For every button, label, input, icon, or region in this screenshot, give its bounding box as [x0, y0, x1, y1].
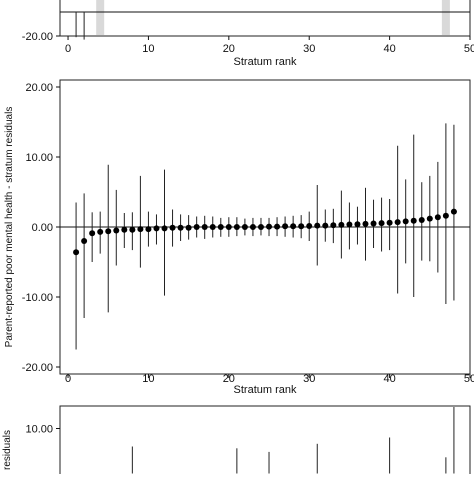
data-point — [442, 212, 449, 219]
x-tick-label: 40 — [383, 43, 395, 55]
data-point — [346, 221, 353, 228]
y-tick-label: -20.00 — [22, 31, 53, 43]
data-point — [137, 226, 144, 233]
plot-frame — [59, 0, 471, 37]
data-point — [426, 215, 433, 222]
data-point — [73, 249, 80, 256]
data-layer — [75, 12, 85, 40]
x-tick-label: 50 — [464, 373, 474, 385]
x-tick-label: 30 — [303, 373, 315, 385]
highlight-bar — [96, 0, 105, 35]
data-point — [145, 226, 152, 233]
data-point — [338, 221, 345, 228]
data-point — [378, 220, 385, 227]
data-point — [249, 224, 256, 230]
data-point — [185, 224, 192, 231]
y-tick-label: -10.00 — [22, 292, 53, 304]
x-tick-label: 20 — [223, 373, 235, 385]
data-point — [274, 223, 281, 230]
data-point — [193, 224, 200, 230]
data-point — [129, 226, 136, 233]
x-tick-label: 0 — [65, 373, 71, 385]
data-point — [418, 217, 425, 223]
data-point — [169, 224, 176, 231]
data-point — [450, 208, 457, 215]
data-point — [306, 222, 313, 229]
data-point — [121, 226, 128, 233]
data-layer — [131, 407, 455, 474]
data-point — [233, 224, 240, 230]
data-point — [209, 224, 216, 230]
x-tick-label: 40 — [383, 373, 395, 385]
data-point — [282, 223, 289, 230]
data-point — [105, 228, 112, 235]
data-point — [257, 224, 264, 230]
data-point — [161, 225, 168, 232]
x-tick-label: 30 — [303, 43, 315, 55]
x-axis-title: Stratum rank — [234, 56, 297, 68]
panel-top: -20.00 0 10 20 30 40 50 Stratum rank — [22, 0, 474, 68]
y-tick-label: 0.00 — [32, 222, 53, 234]
data-point — [290, 223, 297, 230]
data-point — [201, 224, 208, 230]
data-point — [266, 223, 273, 230]
data-point — [402, 218, 409, 225]
data-point — [362, 220, 369, 227]
y-tick-label: -20.00 — [22, 362, 53, 374]
data-point — [394, 219, 401, 226]
data-point — [225, 224, 232, 230]
panel-middle: -20.00 -10.00 0.00 10.00 20.00 0 10 20 30 40 50 Str… — [4, 79, 474, 396]
data-layer — [73, 123, 457, 350]
panel-bottom: 10.00 residuals — [2, 405, 471, 479]
data-point — [298, 223, 305, 230]
y-tick-label: 20.00 — [25, 82, 53, 94]
y-axis-title: Parent-reported poor mental health - str… — [4, 107, 15, 348]
data-point — [81, 238, 88, 244]
data-point — [113, 227, 120, 234]
x-tick-label: 0 — [65, 43, 71, 55]
data-point — [410, 217, 417, 224]
data-point — [322, 222, 329, 229]
data-point — [386, 219, 393, 226]
data-point — [370, 220, 377, 227]
x-axis-title: Stratum rank — [234, 384, 297, 396]
y-axis-title: residuals — [2, 430, 13, 470]
data-point — [89, 230, 96, 237]
x-tick-label: 10 — [142, 373, 154, 385]
y-tick-label: 10.00 — [25, 424, 53, 436]
data-point — [314, 222, 321, 229]
y-tick-label: 10.00 — [25, 152, 53, 164]
data-point — [97, 228, 104, 235]
data-point — [153, 225, 160, 232]
data-point — [217, 224, 224, 230]
x-tick-label: 50 — [464, 43, 474, 55]
data-point — [177, 224, 184, 231]
plot-frame — [59, 405, 471, 479]
data-point — [354, 221, 361, 228]
data-point — [330, 222, 337, 229]
data-point — [241, 224, 248, 230]
highlight-bar — [441, 0, 450, 35]
x-tick-label: 10 — [142, 43, 154, 55]
data-point — [434, 214, 441, 221]
x-tick-label: 20 — [223, 43, 235, 55]
